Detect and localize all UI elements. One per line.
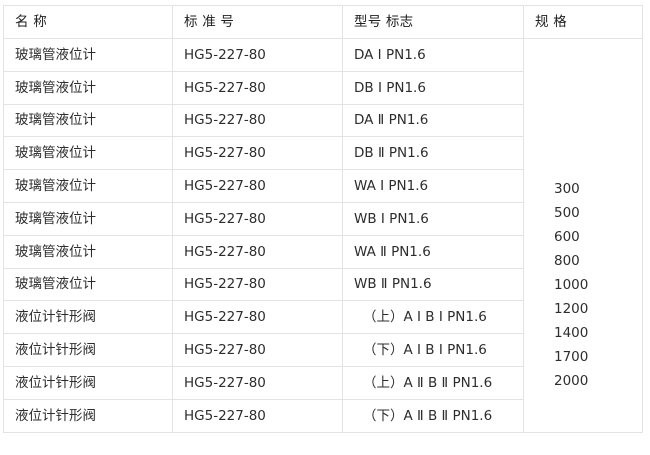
cell-spec-merged: 300 500 600 800 1000 1200 1400 1700 2000 (523, 38, 643, 433)
spec-value: 600 (554, 229, 580, 245)
table-row: 液位计针形阀 HG5-227-80 （下）A Ⅰ B Ⅰ PN1.6 (3, 333, 643, 367)
product-spec-table: 名 称 标 准 号 型号 标志 规 格 玻璃管液位计 HG5-227-80 DA… (3, 5, 643, 433)
table-row: 玻璃管液位计 HG5-227-80 DA Ⅰ PN1.6 300 500 600… (3, 38, 643, 433)
cell-standard: HG5-227-80 (172, 169, 343, 203)
cell-model: （下）A Ⅱ B Ⅱ PN1.6 (342, 398, 524, 433)
cell-name: 玻璃管液位计 (3, 201, 173, 236)
cell-standard: HG5-227-80 (172, 38, 343, 72)
column-header-name: 名 称 (3, 5, 173, 39)
cell-model: WA Ⅱ PN1.6 (342, 234, 524, 269)
spec-value-list: 300 500 600 800 1000 1200 1400 1700 2000 (535, 39, 642, 431)
cell-standard: HG5-227-80 (172, 300, 343, 335)
table-row: 玻璃管液位计 HG5-227-80 WB Ⅱ PN1.6 (3, 267, 643, 302)
cell-name: 玻璃管液位计 (3, 234, 173, 269)
cell-name: 玻璃管液位计 (3, 136, 173, 171)
cell-name: 玻璃管液位计 (3, 169, 173, 203)
cell-standard: HG5-227-80 (172, 70, 343, 105)
cell-name: 玻璃管液位计 (3, 70, 173, 105)
spec-value: 800 (554, 253, 580, 269)
column-header-standard: 标 准 号 (172, 5, 343, 39)
spec-value: 1000 (554, 277, 589, 293)
cell-name: 玻璃管液位计 (3, 267, 173, 302)
cell-standard: HG5-227-80 (172, 333, 343, 367)
table-row: 玻璃管液位计 HG5-227-80 DA Ⅱ PN1.6 (3, 103, 643, 138)
table-row: 玻璃管液位计 HG5-227-80 WA Ⅰ PN1.6 (3, 169, 643, 203)
spec-value: 1400 (554, 325, 589, 341)
cell-name: 玻璃管液位计 (3, 103, 173, 138)
table-body: 玻璃管液位计 HG5-227-80 DA Ⅰ PN1.6 300 500 600… (3, 38, 643, 433)
cell-name: 液位计针形阀 (3, 365, 173, 400)
cell-model: DA Ⅰ PN1.6 (342, 38, 524, 72)
cell-model: （上）A Ⅰ B Ⅰ PN1.6 (342, 300, 524, 335)
cell-standard: HG5-227-80 (172, 103, 343, 138)
cell-name: 液位计针形阀 (3, 333, 173, 367)
cell-standard: HG5-227-80 (172, 365, 343, 400)
cell-standard: HG5-227-80 (172, 201, 343, 236)
spec-value: 300 (554, 181, 580, 197)
table-row: 玻璃管液位计 HG5-227-80 DB Ⅰ PN1.6 (3, 70, 643, 105)
spec-value: 2000 (554, 373, 589, 389)
cell-name: 玻璃管液位计 (3, 38, 173, 72)
cell-name: 液位计针形阀 (3, 300, 173, 335)
cell-model: WB Ⅱ PN1.6 (342, 267, 524, 302)
spec-value: 1700 (554, 349, 589, 365)
table-row: 玻璃管液位计 HG5-227-80 DB Ⅱ PN1.6 (3, 136, 643, 171)
cell-model: WA Ⅰ PN1.6 (342, 169, 524, 203)
cell-model: DA Ⅱ PN1.6 (342, 103, 524, 138)
table-row: 液位计针形阀 HG5-227-80 （上）A Ⅱ B Ⅱ PN1.6 (3, 365, 643, 400)
table-row: 液位计针形阀 HG5-227-80 （上）A Ⅰ B Ⅰ PN1.6 (3, 300, 643, 335)
cell-model: （下）A Ⅰ B Ⅰ PN1.6 (342, 333, 524, 367)
spec-value: 1200 (554, 301, 589, 317)
cell-model: DB Ⅰ PN1.6 (342, 70, 524, 105)
table-row: 液位计针形阀 HG5-227-80 （下）A Ⅱ B Ⅱ PN1.6 (3, 398, 643, 433)
column-header-spec: 规 格 (523, 5, 643, 39)
cell-model: （上）A Ⅱ B Ⅱ PN1.6 (342, 365, 524, 400)
table-header-row: 名 称 标 准 号 型号 标志 规 格 (3, 5, 643, 39)
column-header-model: 型号 标志 (342, 5, 524, 39)
table-row: 玻璃管液位计 HG5-227-80 WB Ⅰ PN1.6 (3, 201, 643, 236)
cell-standard: HG5-227-80 (172, 136, 343, 171)
cell-standard: HG5-227-80 (172, 234, 343, 269)
cell-name: 液位计针形阀 (3, 398, 173, 433)
cell-standard: HG5-227-80 (172, 267, 343, 302)
spec-value: 500 (554, 205, 580, 221)
cell-model: WB Ⅰ PN1.6 (342, 201, 524, 236)
cell-model: DB Ⅱ PN1.6 (342, 136, 524, 171)
table-header: 名 称 标 准 号 型号 标志 规 格 (3, 5, 643, 39)
cell-standard: HG5-227-80 (172, 398, 343, 433)
